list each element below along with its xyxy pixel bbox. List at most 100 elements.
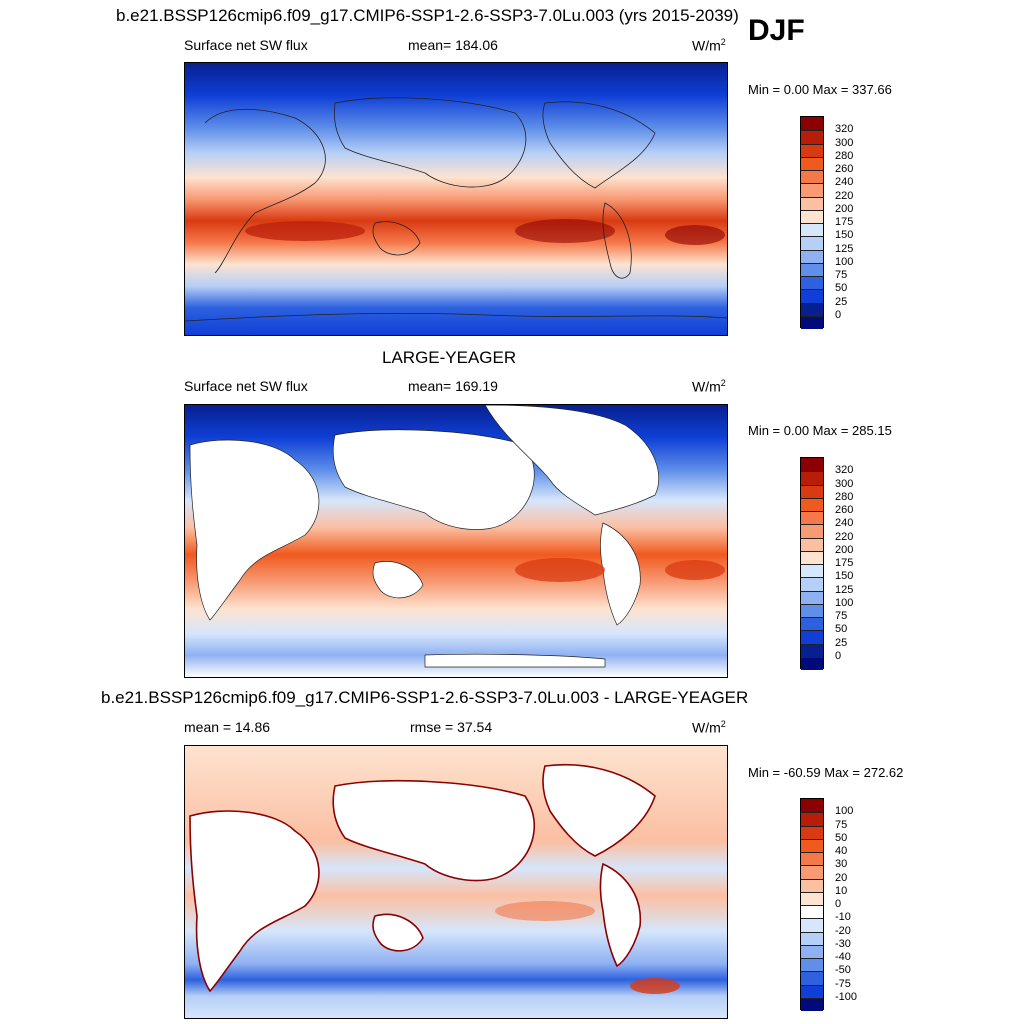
- colorbar-segment: [801, 617, 823, 631]
- colorbar-segment: [801, 537, 823, 551]
- panel-diff-colorbar: 100 75 50 40 30 20 10 0 -10 -20 -30 -40 -50 -75 -100: [800, 798, 890, 1011]
- colorbar-tick-label: 75: [835, 610, 848, 622]
- colorbar-segment: [801, 997, 823, 1011]
- colorbar-segment: [801, 183, 823, 197]
- colorbar-segment: [801, 931, 823, 945]
- colorbar-tick-label: 280: [835, 149, 854, 162]
- panel-diff-minmax: Min = -60.59 Max = 272.62: [748, 765, 904, 780]
- colorbar-segment: [801, 905, 823, 919]
- colorbar-segment: [801, 799, 823, 813]
- colorbar-tick-label: -40: [835, 951, 851, 963]
- colorbar-segment: [801, 865, 823, 879]
- colorbar-tick-label: 10: [835, 884, 848, 897]
- colorbar-segment: [801, 564, 823, 578]
- colorbar-segment: [801, 550, 823, 564]
- colorbar-segment: [801, 262, 823, 276]
- panel-diff-heading: b.e21.BSSP126cmip6.f09_g17.CMIP6-SSP1-2.…: [101, 688, 749, 707]
- colorbar-tick-label: 0: [835, 898, 842, 910]
- colorbar-tick-label: 175: [835, 216, 854, 228]
- colorbar-tick-label: 125: [835, 583, 854, 596]
- colorbar-tick-label: 240: [835, 517, 854, 530]
- colorbar-segment: [801, 471, 823, 485]
- colorbar-tick-label: 100: [835, 805, 854, 818]
- colorbar-segment: [801, 852, 823, 866]
- panel-obs-heading: LARGE-YEAGER: [382, 348, 517, 367]
- panel-case-colorbar: 320 300 280 260 240 220 200 175 150 125 100 75 50 25 0: [800, 116, 890, 329]
- colorbar-box: [800, 457, 824, 670]
- colorbar-tick-label: -100: [835, 990, 858, 1003]
- colorbar-segment: [801, 484, 823, 498]
- panel-case-field-label: Surface net SW flux: [184, 37, 308, 53]
- colorbar-tick-label: 50: [835, 623, 848, 636]
- colorbar-tick-label: 75: [835, 269, 848, 281]
- colorbar-tick-label: 240: [835, 176, 854, 189]
- panel-obs-units: W/m2: [692, 378, 726, 395]
- colorbar-segment: [801, 524, 823, 538]
- colorbar-segment: [801, 223, 823, 237]
- colorbar-tick-label: 75: [835, 818, 848, 831]
- colorbar-tick-label: 175: [835, 557, 854, 569]
- colorbar-tick-label: 280: [835, 490, 854, 503]
- colorbar-tick-label: -10: [835, 911, 851, 924]
- colorbar-tick-label: -30: [835, 937, 851, 950]
- panel-obs-field-label: Surface net SW flux: [184, 378, 308, 394]
- colorbar-segment: [801, 603, 823, 617]
- colorbar-segment: [801, 130, 823, 144]
- colorbar-tick-label: 20: [835, 871, 848, 884]
- colorbar-tick-label: 0: [835, 649, 842, 662]
- colorbar-tick-label: 300: [835, 477, 854, 490]
- panel-diff-rmse: rmse = 37.54: [410, 719, 493, 735]
- colorbar-tick-label: 25: [835, 295, 848, 308]
- colorbar-tick-label: 200: [835, 543, 854, 556]
- colorbar-tick-label: 220: [835, 189, 854, 202]
- panel-case-mean: mean= 184.06: [408, 37, 498, 53]
- colorbar-segment: [801, 117, 823, 131]
- colorbar-segment: [801, 196, 823, 210]
- colorbar-tick-label: 125: [835, 242, 854, 255]
- colorbar-segment: [801, 812, 823, 826]
- colorbar-segment: [801, 276, 823, 290]
- colorbar-segment: [801, 984, 823, 998]
- panel-obs-minmax: Min = 0.00 Max = 285.15: [748, 423, 892, 438]
- colorbar-tick-label: -20: [835, 924, 851, 937]
- panel-diff-units: W/m2: [692, 719, 726, 736]
- colorbar-segment: [801, 577, 823, 591]
- map-field: [185, 405, 727, 677]
- colorbar-segment: [801, 511, 823, 525]
- colorbar-segment: [801, 209, 823, 223]
- colorbar-segment: [801, 249, 823, 263]
- panel-obs-map: [184, 404, 728, 678]
- colorbar-tick-label: 25: [835, 636, 848, 649]
- panel-case-units: W/m2: [692, 37, 726, 54]
- colorbar-tick-label: 260: [835, 163, 854, 175]
- colorbar-segment: [801, 944, 823, 958]
- colorbar-tick-label: 30: [835, 858, 848, 871]
- colorbar-tick-label: 200: [835, 202, 854, 215]
- colorbar-segment: [801, 458, 823, 472]
- colorbar-tick-label: 150: [835, 229, 854, 242]
- colorbar-segment: [801, 315, 823, 329]
- map-field: [185, 746, 727, 1018]
- colorbar-tick-label: -75: [835, 977, 851, 990]
- colorbar-tick-label: 0: [835, 308, 842, 321]
- colorbar-segment: [801, 656, 823, 670]
- panel-case-map: [184, 62, 728, 336]
- colorbar-tick-label: 100: [835, 255, 854, 268]
- colorbar-segment: [801, 170, 823, 184]
- colorbar-tick-label: -50: [835, 964, 851, 977]
- colorbar-tick-label: 300: [835, 136, 854, 149]
- colorbar-segment: [801, 643, 823, 657]
- colorbar-tick-label: 220: [835, 530, 854, 543]
- colorbar-segment: [801, 971, 823, 985]
- panel-case-minmax: Min = 0.00 Max = 337.66: [748, 82, 892, 97]
- colorbar-segment: [801, 918, 823, 932]
- colorbar-segment: [801, 891, 823, 905]
- colorbar-box: [800, 798, 824, 1011]
- colorbar-segment: [801, 289, 823, 303]
- season-label: DJF: [748, 14, 805, 47]
- colorbar-tick-label: 320: [835, 464, 854, 477]
- map-field: [185, 63, 727, 335]
- colorbar-segment: [801, 838, 823, 852]
- colorbar-tick-label: 40: [835, 845, 848, 857]
- panel-obs-colorbar: 320 300 280 260 240 220 200 175 150 125 100 75 50 25 0: [800, 457, 890, 670]
